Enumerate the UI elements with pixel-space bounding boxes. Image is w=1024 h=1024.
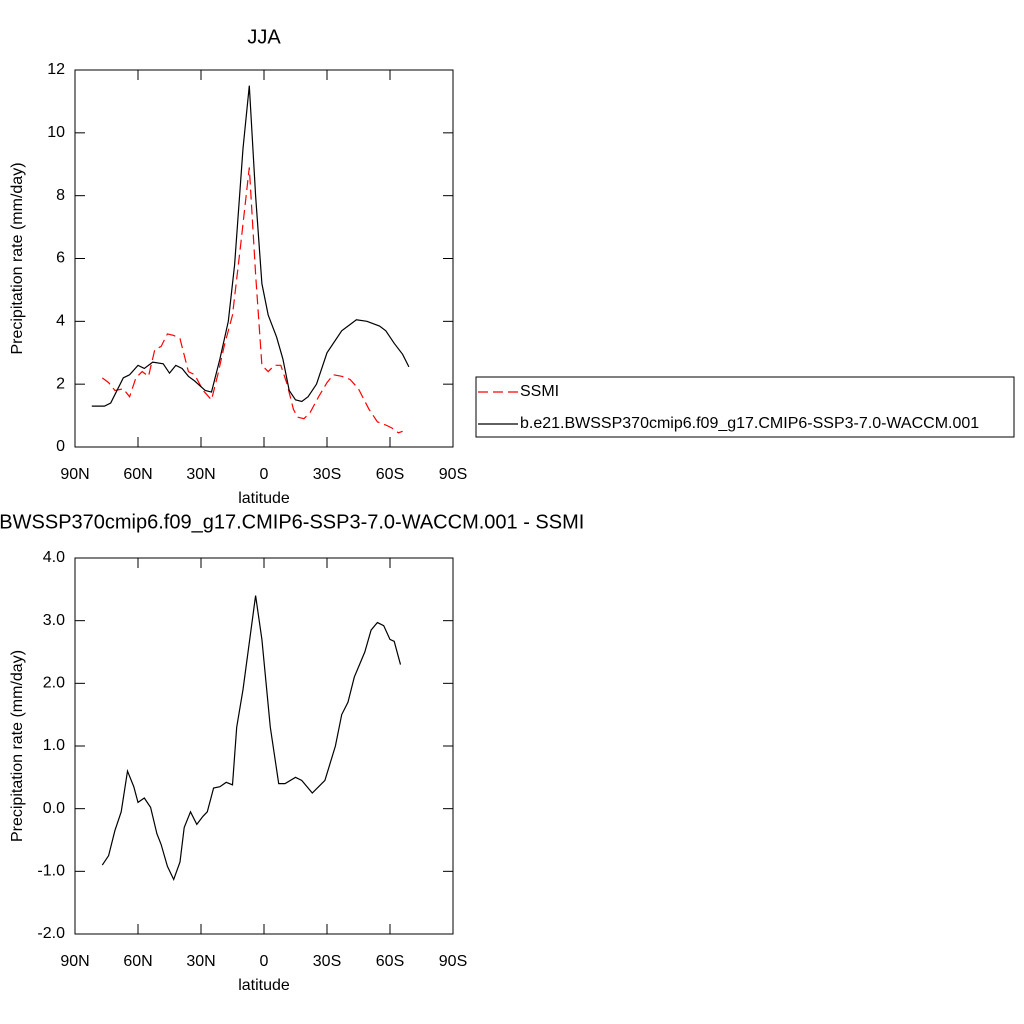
y-tick-label: 2.0 xyxy=(43,675,65,692)
x-axis-label: latitude xyxy=(238,490,290,507)
data-line xyxy=(91,85,410,407)
x-tick-label: 60N xyxy=(123,953,152,970)
y-tick-label: 2 xyxy=(56,375,65,392)
x-tick-label: 30N xyxy=(186,466,215,483)
y-tick-label: 1.0 xyxy=(43,737,65,754)
legend-label: b.e21.BWSSP370cmip6.f09_g17.CMIP6-SSP3-7… xyxy=(520,415,979,432)
y-tick-label: 12 xyxy=(47,61,65,78)
x-tick-label: 90S xyxy=(439,953,467,970)
y-tick-label: 0 xyxy=(56,438,65,455)
y-tick-label: 4 xyxy=(56,313,65,330)
legend-box xyxy=(475,376,1015,438)
data-line xyxy=(101,167,403,434)
x-tick-label: 30S xyxy=(313,953,341,970)
x-tick-label: 0 xyxy=(260,466,269,483)
y-tick-label: 4.0 xyxy=(43,549,65,566)
y-tick-label: -1.0 xyxy=(37,863,65,880)
y-axis-label: Precipitation rate (mm/day) xyxy=(9,162,26,354)
x-tick-label: 60S xyxy=(376,953,404,970)
plot-frame xyxy=(74,557,454,935)
chart-title: b.e21.BWSSP370cmip6.f09_g17.CMIP6-SSP3-7… xyxy=(0,511,584,533)
x-tick-label: 0 xyxy=(260,953,269,970)
x-axis-label: latitude xyxy=(238,977,290,994)
chart-title: JJA xyxy=(247,26,281,48)
y-tick-label: 8 xyxy=(56,187,65,204)
plot-frame xyxy=(74,69,454,448)
data-line xyxy=(101,595,402,882)
y-axis-label: Precipitation rate (mm/day) xyxy=(9,650,26,842)
x-tick-label: 90N xyxy=(60,953,89,970)
y-tick-label: -2.0 xyxy=(37,925,65,942)
x-tick-label: 90N xyxy=(60,466,89,483)
y-tick-label: 3.0 xyxy=(43,612,65,629)
x-tick-label: 30N xyxy=(186,953,215,970)
legend-label: SSMI xyxy=(520,383,559,400)
x-tick-label: 60N xyxy=(123,466,152,483)
y-tick-label: 10 xyxy=(47,124,65,141)
x-tick-label: 90S xyxy=(439,466,467,483)
y-tick-label: 6 xyxy=(56,250,65,267)
x-tick-label: 30S xyxy=(313,466,341,483)
x-tick-label: 60S xyxy=(376,466,404,483)
y-tick-label: 0.0 xyxy=(43,800,65,817)
